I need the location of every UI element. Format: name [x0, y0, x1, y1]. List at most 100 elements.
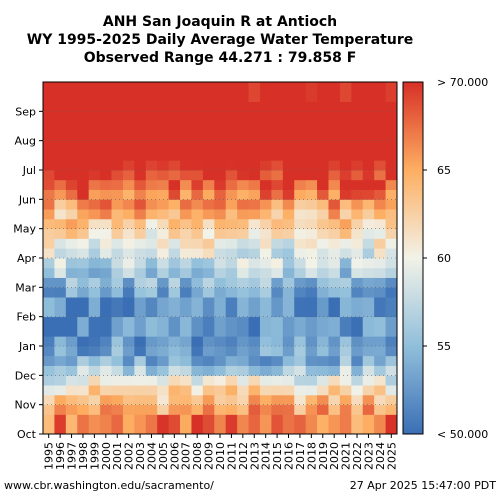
heatmap-cell: [214, 218, 227, 230]
heatmap-cell: [111, 101, 124, 112]
heatmap-cell: [157, 297, 170, 308]
heatmap-cell: [191, 277, 204, 288]
heatmap-cell: [122, 91, 135, 102]
heatmap-cell: [339, 228, 352, 239]
heatmap-cell: [65, 140, 78, 151]
heatmap-cell: [77, 189, 90, 200]
heatmap-cell: [65, 179, 78, 190]
heatmap-cell: [100, 228, 112, 239]
heatmap-cell: [180, 277, 192, 288]
heatmap-cell: [122, 267, 135, 278]
heatmap-cell: [305, 150, 318, 161]
heatmap-cell: [54, 394, 67, 406]
heatmap-cell: [248, 170, 261, 181]
heatmap-cell: [100, 218, 112, 230]
heatmap-cell: [328, 179, 341, 190]
x-tick-label: 2005: [157, 442, 170, 470]
heatmap-cell: [191, 287, 204, 298]
heatmap-cell: [191, 160, 204, 171]
heatmap-cell: [191, 404, 204, 415]
heatmap-cell: [225, 111, 238, 122]
heatmap-cell: [351, 355, 364, 366]
heatmap-cell: [111, 355, 124, 366]
heatmap-cell: [294, 365, 307, 376]
heatmap-cell: [122, 258, 135, 269]
heatmap-cell: [271, 385, 284, 396]
heatmap-cell: [282, 277, 295, 288]
heatmap-cell: [294, 82, 307, 93]
heatmap-cell: [43, 218, 55, 230]
heatmap-cell: [259, 150, 272, 161]
chart-title-line-1: ANH San Joaquin R at Antioch: [103, 14, 337, 30]
heatmap-cell: [88, 101, 101, 112]
heatmap-cell: [145, 326, 158, 337]
x-tick-label: 2012: [237, 442, 250, 470]
heatmap-cell: [77, 218, 90, 230]
heatmap-cell: [88, 130, 101, 142]
heatmap-cell: [237, 375, 249, 386]
heatmap-cell: [317, 179, 329, 190]
heatmap-cell: [305, 404, 318, 415]
y-axis: Oct Nov Dec Jan Feb Mar Apr May Jun Jul Aug Sep: [13, 105, 397, 441]
heatmap-cell: [122, 365, 135, 376]
heatmap-cell: [282, 385, 295, 396]
heatmap-cell: [77, 375, 90, 386]
heatmap-cell: [351, 140, 364, 151]
heatmap-cell: [294, 248, 307, 259]
heatmap-cell: [271, 82, 284, 93]
heatmap-cell: [362, 287, 375, 298]
heatmap-cell: [122, 189, 135, 200]
heatmap-cell: [157, 258, 170, 269]
heatmap-cell: [111, 238, 124, 249]
heatmap-cell: [145, 238, 158, 249]
heatmap-cell: [122, 150, 135, 161]
heatmap-cell: [43, 160, 55, 171]
heatmap-cell: [225, 414, 238, 425]
x-tick-label: 1999: [88, 442, 101, 470]
y-tick-label: Jun: [18, 193, 36, 206]
heatmap-cell: [168, 130, 181, 142]
footer-timestamp: 27 Apr 2025 15:47:00 PDT: [350, 479, 497, 492]
heatmap-cell: [122, 130, 135, 142]
heatmap-cell: [362, 199, 375, 210]
heatmap-cell: [111, 306, 124, 318]
heatmap-cell: [305, 218, 318, 230]
heatmap-cell: [145, 355, 158, 366]
heatmap-cell: [248, 336, 261, 347]
heatmap-cell: [339, 287, 352, 298]
heatmap-cell: [271, 424, 284, 435]
heatmap-cell: [225, 130, 238, 142]
heatmap-cell: [214, 326, 227, 337]
heatmap-cell: [385, 228, 398, 239]
heatmap-cell: [294, 258, 307, 269]
x-tick-label: 2016: [283, 442, 296, 470]
heatmap-cell: [237, 121, 249, 132]
heatmap-cell: [43, 404, 55, 415]
heatmap-cell: [294, 424, 307, 435]
colorbar-min-label: < 50.000: [437, 428, 488, 441]
heatmap-cell: [202, 394, 215, 406]
heatmap-cell: [339, 199, 352, 210]
y-tick-label: May: [13, 223, 36, 236]
heatmap-cell: [202, 199, 215, 210]
heatmap-cell: [134, 189, 147, 200]
x-tick-label: 2015: [271, 442, 284, 470]
x-tick-label: 2023: [362, 442, 375, 470]
heatmap-cell: [134, 385, 147, 396]
x-tick-label: 2009: [203, 442, 216, 470]
heatmap-cell: [157, 130, 170, 142]
heatmap-cell: [259, 199, 272, 210]
heatmap-cell: [88, 394, 101, 406]
heatmap-cell: [100, 160, 112, 171]
heatmap-cell: [282, 414, 295, 425]
heatmap-cell: [294, 375, 307, 386]
heatmap-cell: [225, 209, 238, 220]
heatmap-cell: [191, 121, 204, 132]
heatmap-cell: [65, 414, 78, 425]
colorbar-tick-label: 60: [437, 252, 451, 265]
heatmap-cell: [339, 297, 352, 308]
heatmap-cell: [237, 111, 249, 122]
heatmap-cell: [339, 316, 352, 327]
heatmap-cell: [317, 287, 329, 298]
heatmap-cell: [100, 91, 112, 102]
